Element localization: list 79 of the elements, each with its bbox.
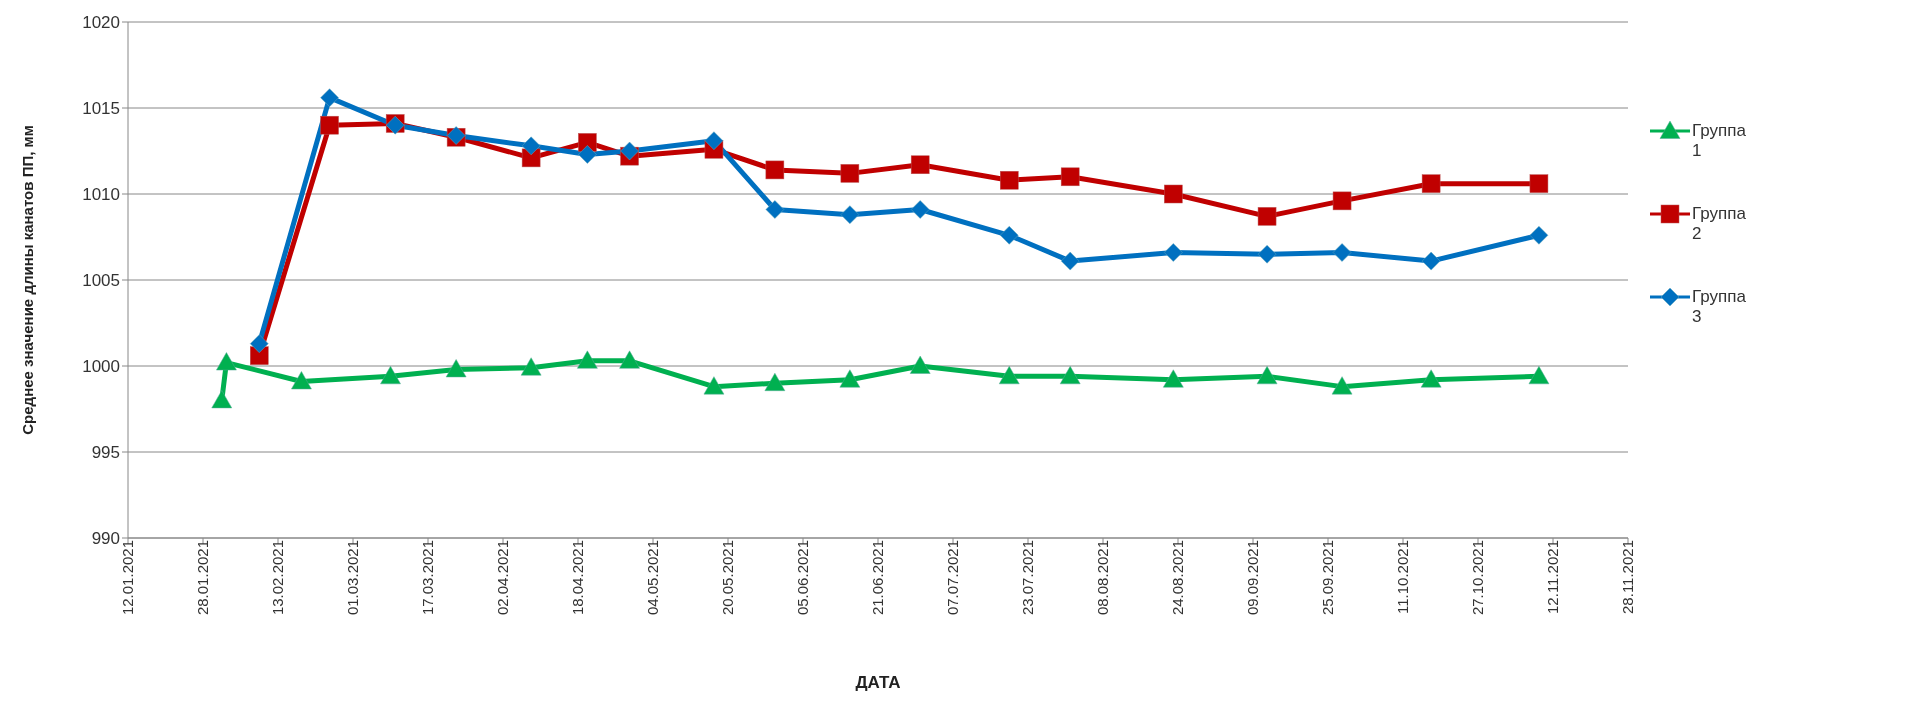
point [1421, 174, 1441, 193]
y-tick-label: 995 [91, 443, 120, 463]
x-tick-label: 21.06.2021 [868, 540, 886, 616]
point [1163, 369, 1184, 388]
x-tick-label: 12.11.2021 [1543, 540, 1561, 614]
point [764, 372, 786, 391]
y-tick-label: 1015 [82, 99, 120, 119]
point [1528, 366, 1550, 385]
y-tick-label: 990 [91, 529, 120, 549]
point [1331, 376, 1353, 395]
point [520, 357, 542, 376]
x-tick-label: 27.10.2021 [1468, 540, 1486, 616]
legend-label: Группа 3 [1692, 286, 1747, 327]
x-tick-label: 20.05.2021 [718, 540, 736, 616]
y-tick-label: 1020 [82, 13, 120, 33]
legend-label: Группа 2 [1692, 203, 1747, 244]
point [1529, 174, 1549, 193]
x-tick-label: 13.02.2021 [268, 540, 286, 616]
legend-label: Группа 1 [1692, 120, 1747, 161]
x-tick-label: 25.09.2021 [1318, 540, 1336, 616]
point [910, 200, 930, 219]
point [1000, 226, 1019, 245]
x-tick-label: 18.04.2021 [568, 540, 586, 616]
point [291, 371, 312, 390]
point [1059, 366, 1081, 385]
point [765, 160, 785, 180]
point [840, 164, 860, 183]
point [320, 115, 339, 135]
x-tick-label: 23.07.2021 [1018, 540, 1036, 616]
point [445, 359, 467, 378]
point [1332, 243, 1352, 262]
x-axis-title: ДАТА [855, 673, 901, 692]
point [765, 200, 785, 219]
point [839, 369, 861, 388]
x-tick-label: 11.10.2021 [1393, 540, 1411, 614]
point [1164, 243, 1183, 262]
point [521, 136, 541, 156]
x-tick-label: 01.03.2021 [343, 540, 361, 616]
point [1529, 226, 1549, 245]
x-tick-label: 07.07.2021 [943, 540, 961, 616]
point [1420, 369, 1442, 388]
point [999, 366, 1020, 385]
point [909, 355, 931, 374]
x-tick-label: 02.04.2021 [493, 540, 511, 616]
point [619, 350, 640, 369]
point [380, 366, 401, 385]
point [1257, 207, 1277, 226]
x-tick-label: 09.09.2021 [1243, 540, 1261, 616]
point [620, 141, 639, 161]
x-tick-label: 08.08.2021 [1093, 540, 1111, 616]
x-tick-label: 28.11.2021 [1618, 540, 1636, 614]
x-tick-label: 04.05.2021 [643, 540, 661, 616]
point [320, 88, 339, 107]
point [1332, 191, 1352, 211]
point [577, 350, 598, 369]
point [704, 131, 724, 150]
y-tick-label: 1010 [82, 185, 120, 205]
x-tick-label: 24.08.2021 [1168, 540, 1186, 616]
point [1000, 170, 1019, 190]
x-tick-label: 17.03.2021 [418, 540, 436, 616]
point [1060, 251, 1080, 271]
y-tick-label: 1000 [82, 357, 120, 377]
point [1256, 366, 1278, 385]
point [216, 352, 237, 371]
point [1421, 251, 1441, 271]
point [703, 376, 725, 395]
point [211, 390, 232, 409]
y-axis-title: Среднее значение длины канатов ПП, мм [19, 125, 37, 435]
point [250, 334, 269, 353]
point [578, 145, 597, 164]
point [840, 205, 860, 224]
x-tick-label: 05.06.2021 [793, 540, 811, 616]
x-tick-label: 12.01.2021 [118, 540, 136, 616]
x-tick-label: 28.01.2021 [193, 540, 211, 616]
point [1257, 244, 1277, 264]
point [1060, 167, 1080, 187]
point [910, 155, 930, 175]
point [1164, 184, 1183, 204]
y-tick-label: 1005 [82, 271, 120, 291]
